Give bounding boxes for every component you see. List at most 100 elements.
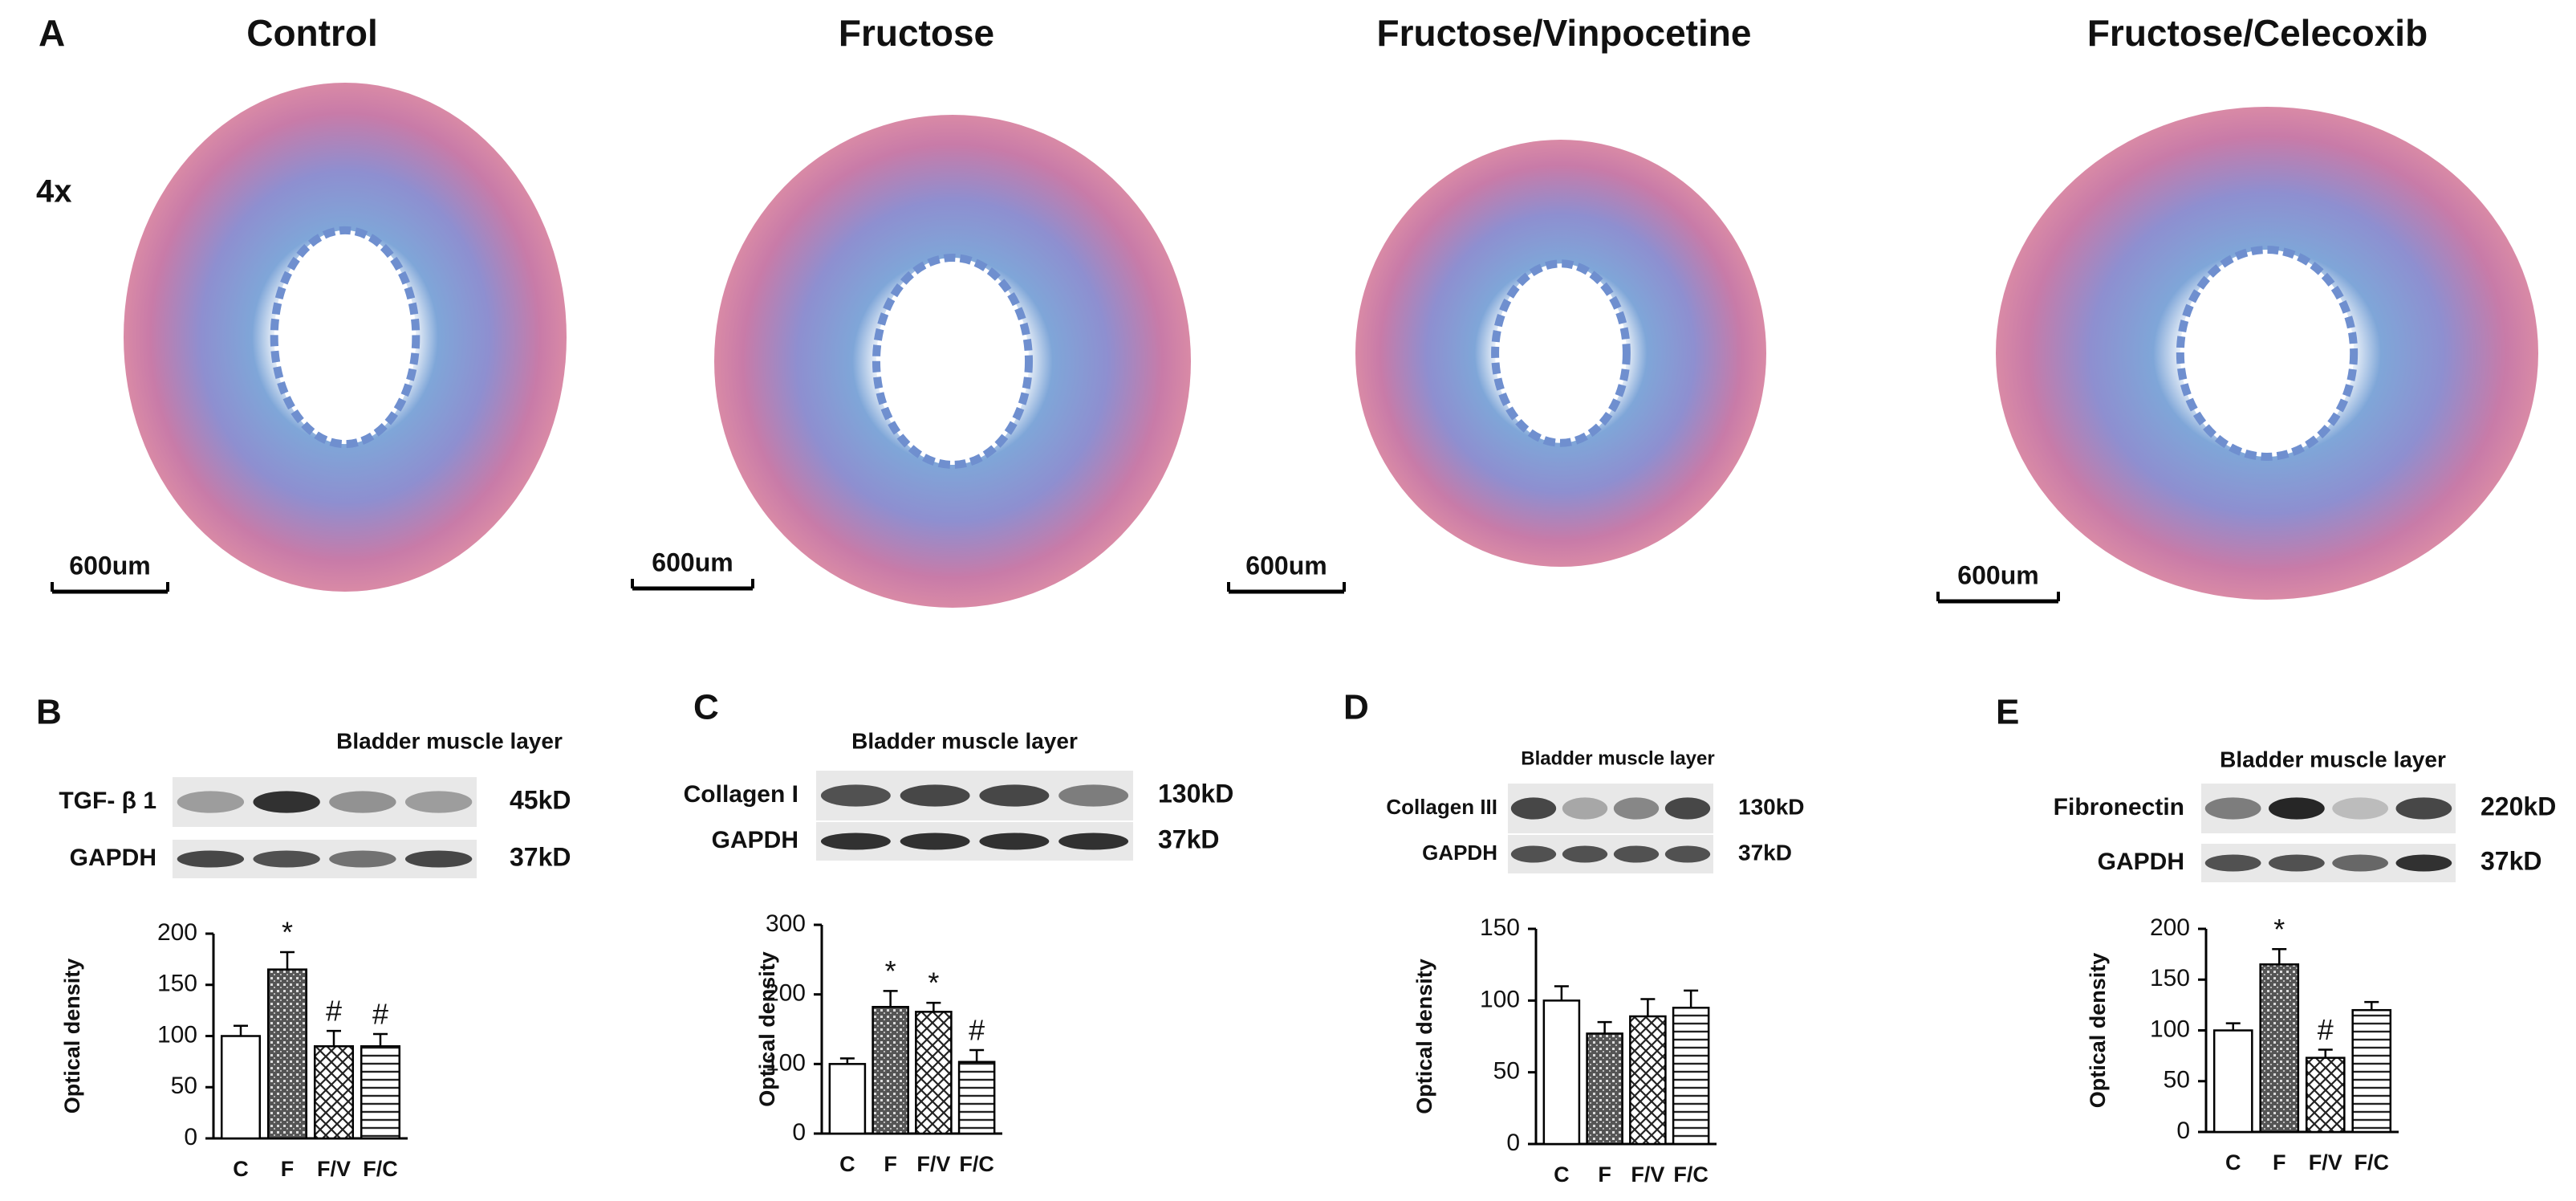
y-tick-label: 200 — [766, 980, 806, 1007]
x-tick-label: C — [233, 1157, 249, 1181]
blot-band — [2332, 797, 2388, 820]
error-bar — [280, 951, 295, 970]
y-tick-label: 0 — [1506, 1130, 1520, 1156]
significance-mark: * — [282, 915, 293, 948]
blot-size: 130kD — [1158, 779, 1233, 808]
bar — [1629, 1015, 1667, 1146]
magnification: 4x — [36, 174, 72, 210]
error-bar — [373, 1032, 388, 1047]
significance-mark: # — [326, 995, 342, 1028]
blot-band — [1664, 845, 1711, 863]
error-bar — [926, 1001, 941, 1012]
error-bar — [969, 1048, 985, 1062]
blot-band — [177, 850, 245, 868]
x-tick-label: F/C — [363, 1157, 398, 1181]
x-tick-label: F/V — [317, 1157, 351, 1181]
bar — [957, 1061, 996, 1135]
blot-band — [1058, 784, 1129, 807]
bar — [313, 1045, 355, 1140]
scale-bar-label: 600um — [69, 551, 150, 580]
x-tick-label: F/V — [2309, 1150, 2342, 1175]
panel-a: A 4x Control 600um Fructose 600um Fructose/V… — [36, 12, 2538, 608]
tissue-lumen — [872, 254, 1034, 469]
x-tick-label: F/C — [1673, 1162, 1709, 1187]
blot-title: Bladder muscle layer — [336, 728, 563, 753]
blot-band — [1562, 797, 1608, 820]
blot-band — [900, 833, 970, 850]
y-tick-label: 0 — [2176, 1118, 2190, 1144]
blot-size: 37kD — [510, 842, 571, 871]
blot-band — [979, 784, 1050, 807]
blot-band — [1613, 845, 1660, 863]
x-tick-label: C — [1554, 1162, 1570, 1187]
tissue-lumen — [1491, 259, 1631, 447]
error-bar — [883, 990, 898, 1008]
y-tick-label: 300 — [766, 910, 806, 937]
blot-band — [1562, 845, 1608, 863]
x-tick-label: C — [839, 1152, 855, 1176]
y-tick-label: 100 — [157, 1021, 197, 1048]
image-title: Fructose/Celecoxib — [2087, 12, 2428, 54]
blot-band — [900, 784, 970, 807]
panel: C Bladder muscle layer Collagen I 130kD GAPD… — [684, 688, 1234, 1177]
blot-band — [2269, 797, 2325, 820]
panel: D Bladder muscle layer Collagen III 130kD GA… — [1343, 688, 1805, 1187]
bar — [915, 1011, 953, 1135]
bar — [1542, 999, 1581, 1146]
image-title: Control — [246, 12, 378, 54]
error-bar — [839, 1057, 855, 1065]
error-bar — [1684, 989, 1699, 1008]
blot-band — [2204, 797, 2261, 820]
x-tick-label: C — [2225, 1150, 2241, 1175]
blot-label: GAPDH — [70, 845, 156, 871]
y-axis-label: Optical density — [755, 951, 779, 1107]
bar — [828, 1063, 867, 1135]
blot-band — [253, 791, 320, 813]
blot-title: Bladder muscle layer — [851, 728, 1078, 753]
x-tick-label: F — [884, 1152, 897, 1176]
blot-band — [1510, 797, 1557, 820]
error-bar — [1554, 985, 1569, 1001]
blot-label: GAPDH — [1422, 841, 1497, 865]
y-tick-label: 150 — [2150, 965, 2190, 991]
y-tick-label: 200 — [2150, 914, 2190, 941]
blot-band — [2395, 797, 2452, 820]
bar — [1586, 1032, 1623, 1146]
bar — [266, 968, 308, 1140]
scale-bar-label: 600um — [1245, 551, 1327, 580]
x-tick-label: F/V — [916, 1152, 950, 1176]
y-tick-label: 100 — [1480, 986, 1520, 1012]
scale-bar-label: 600um — [1957, 560, 2038, 589]
x-tick-label: F/C — [959, 1152, 994, 1176]
blot-label: TGF- β 1 — [59, 788, 156, 814]
error-bar — [2225, 1022, 2241, 1031]
image-title: Fructose — [839, 12, 994, 54]
blot-band — [253, 850, 320, 868]
panel-label: E — [1996, 693, 2019, 732]
bar — [2351, 1008, 2392, 1134]
significance-mark: * — [885, 955, 896, 987]
panel-label: C — [693, 688, 719, 727]
panel-label: A — [39, 12, 65, 54]
blot-size: 37kD — [1158, 824, 1220, 853]
image-title: Fructose/Vinpocetine — [1377, 12, 1752, 54]
blot-label: Fibronectin — [2054, 794, 2184, 820]
error-bar — [234, 1024, 248, 1036]
y-axis-label: Optical density — [60, 959, 84, 1114]
error-bar — [1640, 998, 1656, 1016]
bar — [220, 1035, 262, 1140]
y-tick-label: 150 — [1480, 914, 1520, 941]
blot-band — [2204, 854, 2261, 872]
blot-band — [404, 791, 473, 813]
significance-mark: * — [2273, 913, 2285, 946]
significance-mark: # — [969, 1014, 985, 1047]
y-axis-label: Optical density — [2086, 953, 2110, 1109]
blot-label: Collagen I — [684, 781, 798, 808]
error-bar — [2272, 948, 2287, 965]
scale-bar-label: 600um — [652, 548, 733, 576]
blot-title: Bladder muscle layer — [2220, 747, 2446, 771]
blot-size: 220kD — [2481, 792, 2556, 820]
x-tick-label: F — [2273, 1150, 2286, 1175]
tissue-lumen — [270, 226, 421, 449]
